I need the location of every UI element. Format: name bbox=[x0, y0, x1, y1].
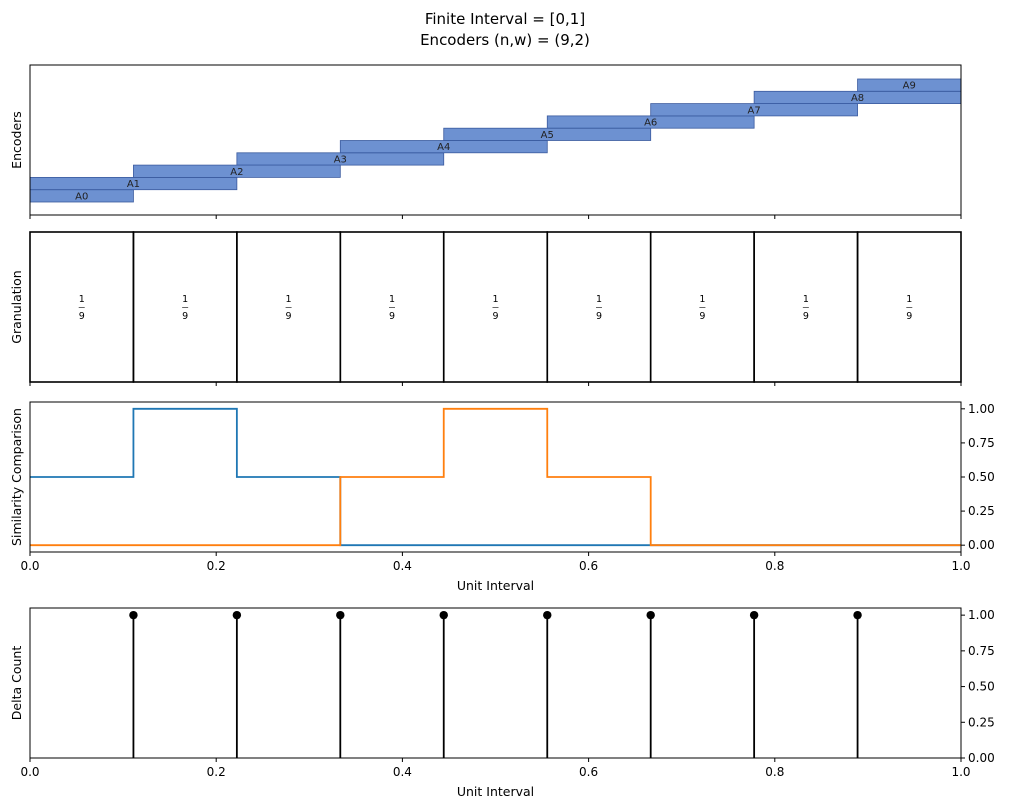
granulation-cell-2 bbox=[236, 231, 342, 383]
granulation-frame bbox=[29, 231, 962, 383]
similarity-series-1-line bbox=[30, 407, 961, 547]
delta-marker-7 bbox=[853, 610, 862, 620]
similarity-ytick-label-4: 1.00 bbox=[968, 402, 995, 416]
delta-marker-1 bbox=[232, 610, 242, 620]
figure-title-line-1: Finite Interval = [0,1] bbox=[425, 10, 585, 28]
granulation-denominator-8: 9 bbox=[906, 311, 912, 322]
delta-marker-0 bbox=[129, 610, 138, 620]
granulation-cell-0 bbox=[29, 231, 135, 383]
delta-ytick-label-1: 0.25 bbox=[968, 715, 995, 729]
encoder-label-a1: A1 bbox=[127, 179, 140, 190]
encoder-label-a7: A7 bbox=[748, 105, 761, 116]
granulation-denominator-2: 9 bbox=[286, 311, 292, 322]
similarity-ytick-label-0: 0.00 bbox=[968, 538, 995, 552]
delta-xtick-label-5: 1.0 bbox=[951, 765, 970, 779]
delta-marker-5 bbox=[646, 610, 655, 620]
granulation-cell-7 bbox=[753, 231, 859, 383]
encoder-label-a2: A2 bbox=[230, 167, 243, 178]
similarity-xtick-label-0: 0.0 bbox=[20, 559, 39, 573]
granulation-numerator-4: 1 bbox=[492, 294, 498, 305]
encoder-label-a5: A5 bbox=[541, 130, 554, 141]
delta-count-panel: 0.0 0.2 0.4 0.6 0.8 1.00.00 0.25 0.50 0.75 1.00 Un… bbox=[9, 607, 995, 799]
granulation-ylabel: Granulation bbox=[9, 270, 24, 343]
granulation-denominator-4: 9 bbox=[492, 311, 498, 322]
granulation-panel: 1 9 1 9 1 9 1 9 1 9 1 9 1 9 1 9 1 9 Granulation bbox=[9, 231, 962, 386]
encoder-label-a6: A6 bbox=[644, 118, 657, 129]
delta-xtick-label-0: 0.0 bbox=[20, 765, 39, 779]
delta-xtick-label-3: 0.6 bbox=[579, 765, 598, 779]
encoder-label-a4: A4 bbox=[437, 142, 450, 153]
encoder-label-a8: A8 bbox=[851, 93, 864, 104]
similarity-xtick-label-4: 0.8 bbox=[765, 559, 784, 573]
delta-xtick-label-4: 0.8 bbox=[765, 765, 784, 779]
similarity-series-0-line bbox=[30, 407, 961, 547]
similarity-panel: 0.0 0.2 0.4 0.6 0.8 1.0 0.00 0.25 0.50 0.75 1.00 Un… bbox=[9, 401, 995, 593]
encoders-ylabel: Encoders bbox=[9, 111, 24, 169]
encoder-label-a9: A9 bbox=[903, 81, 916, 92]
encoders-panel: A0 A1 A2 A3 A4 A5 A6 A7 A8 A9 Encoders bbox=[9, 64, 962, 219]
similarity-ytick-label-3: 0.75 bbox=[968, 436, 995, 450]
granulation-cell-6 bbox=[649, 231, 755, 383]
similarity-xtick-label-5: 1.0 bbox=[951, 559, 970, 573]
delta-ytick-label-4: 1.00 bbox=[968, 608, 995, 622]
delta-xtick-label-1: 0.2 bbox=[207, 765, 226, 779]
granulation-numerator-6: 1 bbox=[699, 294, 705, 305]
granulation-cell-1 bbox=[132, 231, 238, 383]
granulation-numerator-2: 1 bbox=[286, 294, 292, 305]
delta-ytick-label-2: 0.50 bbox=[968, 680, 995, 694]
granulation-numerator-1: 1 bbox=[182, 294, 188, 305]
delta-marker-2 bbox=[336, 610, 345, 620]
delta-marker-4 bbox=[543, 610, 552, 620]
granulation-denominator-0: 9 bbox=[79, 311, 85, 322]
granulation-numerator-7: 1 bbox=[803, 294, 809, 305]
delta-ylabel: Delta Count bbox=[9, 646, 24, 721]
granulation-denominator-3: 9 bbox=[389, 311, 395, 322]
similarity-xlabel: Unit Interval bbox=[457, 578, 534, 593]
similarity-ytick-label-2: 0.50 bbox=[968, 470, 995, 484]
granulation-denominator-5: 9 bbox=[596, 311, 602, 322]
granulation-cell-8 bbox=[856, 231, 962, 383]
similarity-xtick-label-3: 0.6 bbox=[579, 559, 598, 573]
similarity-ylabel: Similarity Comparison bbox=[9, 408, 24, 546]
granulation-numerator-0: 1 bbox=[79, 294, 85, 305]
delta-marker-3 bbox=[439, 610, 448, 620]
granulation-cell-3 bbox=[339, 231, 445, 383]
delta-xlabel: Unit Interval bbox=[457, 784, 534, 799]
delta-xtick-label-2: 0.4 bbox=[393, 765, 412, 779]
figure-title-line-2: Encoders (n,w) = (9,2) bbox=[420, 31, 590, 49]
granulation-numerator-3: 1 bbox=[389, 294, 395, 305]
similarity-ytick-label-1: 0.25 bbox=[968, 504, 995, 518]
delta-frame bbox=[29, 607, 962, 759]
delta-ytick-label-0: 0.00 bbox=[968, 751, 995, 765]
similarity-xtick-label-1: 0.2 bbox=[207, 559, 226, 573]
similarity-frame bbox=[29, 401, 962, 553]
granulation-denominator-7: 9 bbox=[803, 311, 809, 322]
delta-ytick-label-3: 0.75 bbox=[968, 644, 995, 658]
encoder-label-a0: A0 bbox=[75, 191, 88, 202]
similarity-xtick-label-2: 0.4 bbox=[393, 559, 412, 573]
granulation-denominator-6: 9 bbox=[699, 311, 705, 322]
granulation-denominator-1: 9 bbox=[182, 311, 188, 322]
delta-marker-6 bbox=[749, 610, 759, 620]
encoder-label-a3: A3 bbox=[334, 154, 347, 165]
granulation-numerator-5: 1 bbox=[596, 294, 602, 305]
granulation-numerator-8: 1 bbox=[906, 294, 912, 305]
granulation-cell-5 bbox=[546, 231, 652, 383]
granulation-cell-4 bbox=[442, 231, 549, 383]
encoders-frame bbox=[29, 64, 962, 216]
